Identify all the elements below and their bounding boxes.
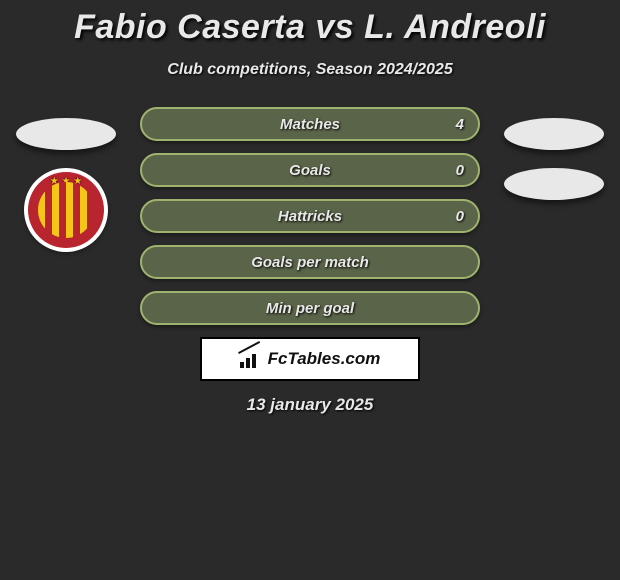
stat-value-right: 4 bbox=[456, 116, 464, 133]
team-crest-placeholder bbox=[504, 168, 604, 200]
brand-box[interactable]: FcTables.com bbox=[200, 337, 420, 381]
player-photo-placeholder bbox=[504, 118, 604, 150]
subtitle: Club competitions, Season 2024/2025 bbox=[0, 61, 620, 79]
stat-label: Goals per match bbox=[251, 254, 369, 271]
stat-label: Goals bbox=[289, 162, 331, 179]
brand-text: FcTables.com bbox=[268, 349, 381, 369]
stats-area: Matches 4 Goals 0 Hattricks 0 Goals per … bbox=[140, 107, 480, 325]
right-player-column bbox=[504, 118, 604, 218]
stat-label: Hattricks bbox=[278, 208, 342, 225]
chart-icon bbox=[240, 350, 262, 368]
stat-label: Matches bbox=[280, 116, 340, 133]
stat-row-matches: Matches 4 bbox=[140, 107, 480, 141]
stat-row-goals: Goals 0 bbox=[140, 153, 480, 187]
page-title: Fabio Caserta vs L. Andreoli bbox=[0, 8, 620, 47]
date-line: 13 january 2025 bbox=[0, 395, 620, 415]
team-crest-benevento: ★ ★ ★ bbox=[24, 168, 108, 252]
stat-row-min-per-goal: Min per goal bbox=[140, 291, 480, 325]
stat-value-right: 0 bbox=[456, 162, 464, 179]
stat-row-goals-per-match: Goals per match bbox=[140, 245, 480, 279]
player-photo-placeholder bbox=[16, 118, 116, 150]
stat-value-right: 0 bbox=[456, 208, 464, 225]
stat-label: Min per goal bbox=[266, 300, 354, 317]
stat-row-hattricks: Hattricks 0 bbox=[140, 199, 480, 233]
left-player-column: ★ ★ ★ bbox=[16, 118, 116, 252]
